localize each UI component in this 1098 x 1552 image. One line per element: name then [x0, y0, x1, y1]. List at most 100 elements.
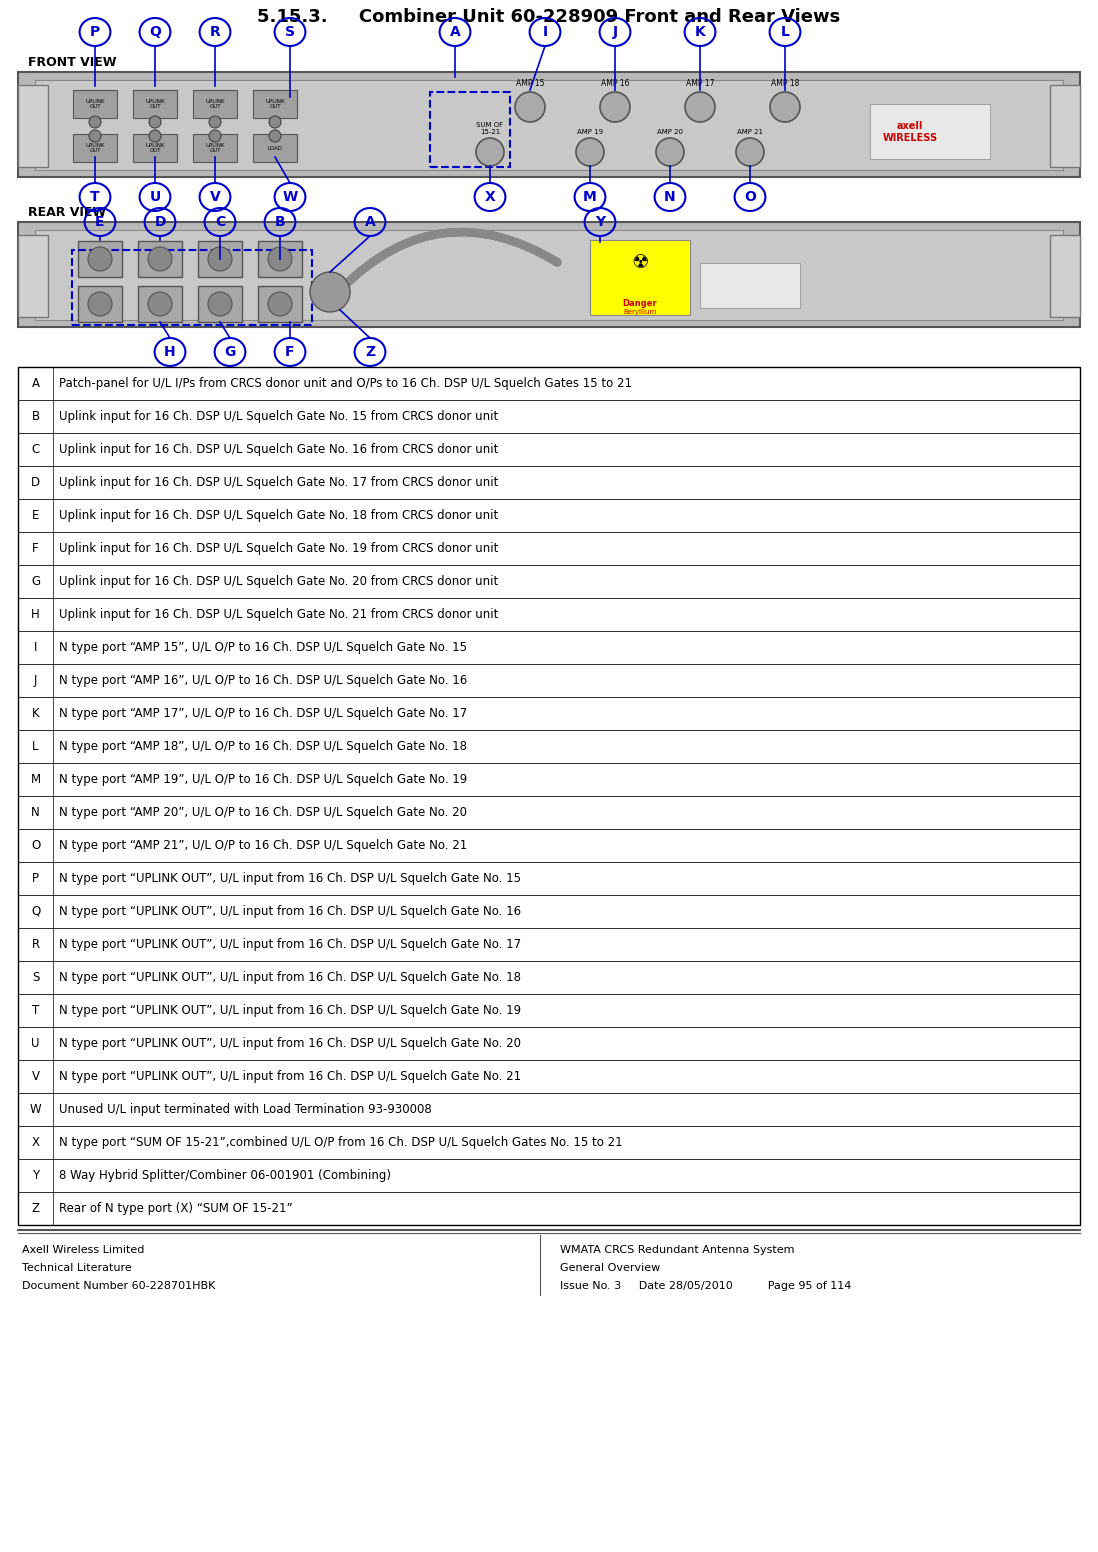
Text: UPLINK
OUT: UPLINK OUT: [205, 99, 225, 109]
FancyBboxPatch shape: [72, 90, 117, 118]
Text: B: B: [32, 410, 40, 424]
Circle shape: [268, 247, 292, 272]
Text: G: G: [224, 345, 236, 359]
FancyBboxPatch shape: [18, 729, 1080, 764]
Text: V: V: [32, 1069, 40, 1083]
FancyBboxPatch shape: [18, 664, 1080, 697]
Text: UPLINK
OUT: UPLINK OUT: [145, 99, 165, 109]
Text: Uplink input for 16 Ch. DSP U/L Squelch Gate No. 21 from CRCS donor unit: Uplink input for 16 Ch. DSP U/L Squelch …: [59, 608, 498, 621]
Text: Uplink input for 16 Ch. DSP U/L Squelch Gate No. 16 from CRCS donor unit: Uplink input for 16 Ch. DSP U/L Squelch …: [59, 442, 498, 456]
FancyBboxPatch shape: [78, 241, 122, 276]
Circle shape: [770, 92, 800, 123]
Text: L: L: [781, 25, 789, 39]
Text: UPLINK
OUT: UPLINK OUT: [266, 99, 284, 109]
Text: Uplink input for 16 Ch. DSP U/L Squelch Gate No. 15 from CRCS donor unit: Uplink input for 16 Ch. DSP U/L Squelch …: [59, 410, 498, 424]
Circle shape: [89, 116, 101, 127]
Text: Technical Literature: Technical Literature: [22, 1263, 132, 1273]
Text: O: O: [31, 840, 41, 852]
Text: AMP 16: AMP 16: [601, 79, 629, 88]
FancyBboxPatch shape: [18, 565, 1080, 598]
Text: E: E: [96, 216, 104, 230]
Text: H: H: [165, 345, 176, 359]
Text: 5.15.3.     Combiner Unit 60-228909 Front and Rear Views: 5.15.3. Combiner Unit 60-228909 Front an…: [257, 8, 841, 26]
Text: T: T: [90, 189, 100, 203]
FancyBboxPatch shape: [133, 90, 177, 118]
Text: N type port “AMP 20”, U/L O/P to 16 Ch. DSP U/L Squelch Gate No. 20: N type port “AMP 20”, U/L O/P to 16 Ch. …: [59, 805, 467, 819]
Text: N type port “AMP 17”, U/L O/P to 16 Ch. DSP U/L Squelch Gate No. 17: N type port “AMP 17”, U/L O/P to 16 Ch. …: [59, 708, 468, 720]
Circle shape: [209, 116, 221, 127]
Circle shape: [477, 138, 504, 166]
FancyBboxPatch shape: [18, 697, 1080, 729]
Circle shape: [269, 116, 281, 127]
Text: Q: Q: [31, 905, 41, 917]
FancyBboxPatch shape: [590, 241, 690, 315]
FancyBboxPatch shape: [18, 222, 1080, 327]
Text: FRONT VIEW: FRONT VIEW: [29, 56, 116, 68]
Text: N type port “AMP 15”, U/L O/P to 16 Ch. DSP U/L Squelch Gate No. 15: N type port “AMP 15”, U/L O/P to 16 Ch. …: [59, 641, 467, 653]
Text: Uplink input for 16 Ch. DSP U/L Squelch Gate No. 20 from CRCS donor unit: Uplink input for 16 Ch. DSP U/L Squelch …: [59, 574, 498, 588]
Text: C: C: [32, 442, 40, 456]
FancyBboxPatch shape: [193, 90, 237, 118]
Circle shape: [736, 138, 764, 166]
Text: L: L: [32, 740, 38, 753]
Text: N type port “AMP 19”, U/L O/P to 16 Ch. DSP U/L Squelch Gate No. 19: N type port “AMP 19”, U/L O/P to 16 Ch. …: [59, 773, 468, 785]
Text: S: S: [32, 972, 40, 984]
Text: Uplink input for 16 Ch. DSP U/L Squelch Gate No. 18 from CRCS donor unit: Uplink input for 16 Ch. DSP U/L Squelch …: [59, 509, 498, 521]
Text: Document Number 60-228701HBK: Document Number 60-228701HBK: [22, 1280, 215, 1291]
Text: N type port “AMP 18”, U/L O/P to 16 Ch. DSP U/L Squelch Gate No. 18: N type port “AMP 18”, U/L O/P to 16 Ch. …: [59, 740, 467, 753]
Text: AMP 17: AMP 17: [686, 79, 715, 88]
Text: Danger: Danger: [623, 300, 658, 309]
Text: N type port “AMP 16”, U/L O/P to 16 Ch. DSP U/L Squelch Gate No. 16: N type port “AMP 16”, U/L O/P to 16 Ch. …: [59, 674, 468, 688]
Text: ☢: ☢: [631, 253, 649, 272]
FancyBboxPatch shape: [198, 241, 242, 276]
Text: G: G: [31, 574, 40, 588]
Text: O: O: [744, 189, 755, 203]
Text: I: I: [542, 25, 548, 39]
FancyBboxPatch shape: [870, 104, 990, 158]
Text: General Overview: General Overview: [560, 1263, 660, 1273]
Text: WMATA CRCS Redundant Antenna System: WMATA CRCS Redundant Antenna System: [560, 1245, 795, 1256]
Circle shape: [515, 92, 545, 123]
Text: J: J: [34, 674, 37, 688]
FancyBboxPatch shape: [18, 1159, 1080, 1192]
Circle shape: [209, 130, 221, 141]
Text: UPLINK
OUT: UPLINK OUT: [86, 143, 104, 154]
Text: X: X: [484, 189, 495, 203]
FancyBboxPatch shape: [18, 598, 1080, 632]
FancyBboxPatch shape: [18, 829, 1080, 861]
Text: LOAD: LOAD: [268, 146, 282, 151]
Text: V: V: [210, 189, 221, 203]
FancyBboxPatch shape: [18, 1027, 1080, 1060]
Text: F: F: [32, 542, 38, 556]
Circle shape: [149, 130, 161, 141]
FancyBboxPatch shape: [18, 764, 1080, 796]
FancyBboxPatch shape: [1050, 85, 1080, 168]
Circle shape: [600, 92, 630, 123]
Text: K: K: [32, 708, 40, 720]
Text: W: W: [282, 189, 298, 203]
Circle shape: [208, 247, 232, 272]
Circle shape: [269, 130, 281, 141]
Text: AMP 21: AMP 21: [737, 129, 763, 135]
FancyBboxPatch shape: [18, 433, 1080, 466]
Text: D: D: [154, 216, 166, 230]
FancyBboxPatch shape: [18, 1192, 1080, 1225]
Text: Uplink input for 16 Ch. DSP U/L Squelch Gate No. 19 from CRCS donor unit: Uplink input for 16 Ch. DSP U/L Squelch …: [59, 542, 498, 556]
Text: P: P: [90, 25, 100, 39]
FancyBboxPatch shape: [18, 861, 1080, 896]
Text: Axell Wireless Limited: Axell Wireless Limited: [22, 1245, 144, 1256]
Text: Patch-panel for U/L I/Ps from CRCS donor unit and O/Ps to 16 Ch. DSP U/L Squelch: Patch-panel for U/L I/Ps from CRCS donor…: [59, 377, 632, 390]
Text: U: U: [31, 1037, 40, 1051]
Text: R: R: [210, 25, 221, 39]
Text: AMP 18: AMP 18: [771, 79, 799, 88]
Text: N type port “UPLINK OUT”, U/L input from 16 Ch. DSP U/L Squelch Gate No. 15: N type port “UPLINK OUT”, U/L input from…: [59, 872, 520, 885]
Text: H: H: [31, 608, 40, 621]
Circle shape: [685, 92, 715, 123]
Text: F: F: [285, 345, 294, 359]
Text: A: A: [32, 377, 40, 390]
Text: A: A: [365, 216, 376, 230]
FancyBboxPatch shape: [35, 230, 1063, 320]
Text: UPLINK
OUT: UPLINK OUT: [86, 99, 104, 109]
Text: N type port “AMP 21”, U/L O/P to 16 Ch. DSP U/L Squelch Gate No. 21: N type port “AMP 21”, U/L O/P to 16 Ch. …: [59, 840, 468, 852]
Text: REAR VIEW: REAR VIEW: [29, 205, 107, 219]
